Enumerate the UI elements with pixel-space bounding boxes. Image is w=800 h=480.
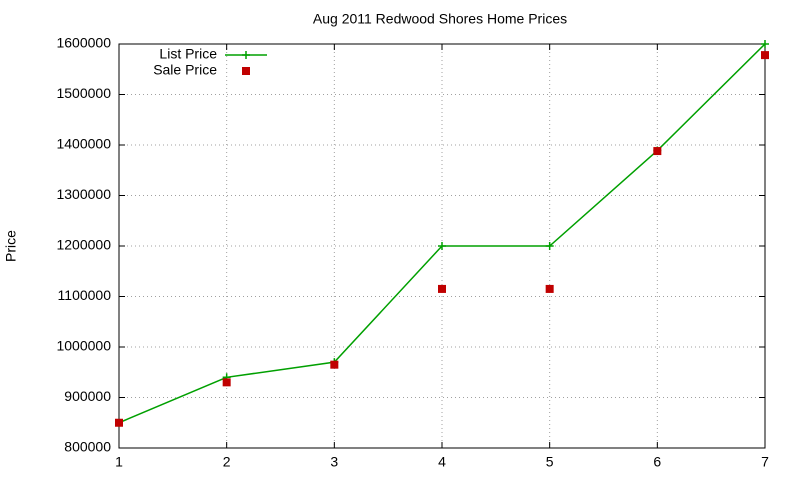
x-tick-label: 4	[438, 454, 446, 470]
data-point	[545, 242, 554, 250]
data-point	[438, 284, 446, 293]
y-tick-label: 1600000	[56, 35, 111, 51]
y-tick-label: 1500000	[56, 85, 111, 101]
data-point	[330, 360, 339, 369]
x-tick-label: 5	[546, 454, 554, 470]
legend-marker	[242, 67, 250, 75]
plot-border	[118, 43, 766, 449]
legend-marker	[242, 51, 250, 59]
x-tick-label: 3	[330, 454, 338, 470]
x-tick-label: 6	[653, 454, 661, 470]
y-tick-label: 1000000	[56, 338, 111, 354]
x-tick-label: 7	[761, 454, 769, 470]
data-point	[115, 418, 123, 427]
data-point	[653, 147, 662, 156]
y-tick-label: 900000	[64, 388, 111, 404]
chart-title: Aug 2011 Redwood Shores Home Prices	[313, 11, 567, 27]
y-tick-label: 1100000	[58, 287, 112, 303]
data-point	[761, 51, 769, 60]
x-tick-label: 2	[223, 454, 231, 470]
legend-label: List Price	[159, 46, 217, 62]
y-tick-label: 1400000	[56, 136, 111, 152]
x-tick-label: 1	[115, 454, 123, 470]
data-point	[545, 284, 554, 293]
legend-label: Sale Price	[153, 62, 217, 78]
data-point	[761, 40, 769, 48]
y-tick-label: 1300000	[56, 186, 111, 202]
y-tick-label: 800000	[64, 439, 111, 455]
data-point	[438, 242, 446, 250]
data-point	[222, 378, 231, 387]
y-axis-label: Price	[3, 230, 19, 262]
y-tick-label: 1200000	[56, 237, 111, 253]
